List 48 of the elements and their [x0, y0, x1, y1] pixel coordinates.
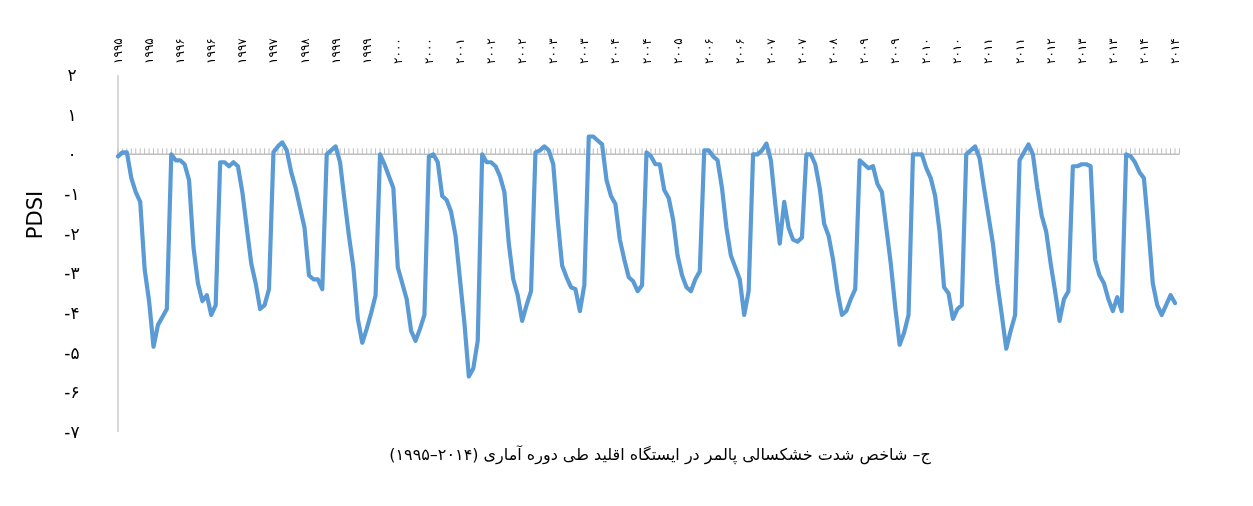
y-tick-label: -۳ — [64, 263, 80, 284]
line-series — [115, 134, 1178, 379]
x-tick-label: ۲۰۰۴ — [639, 38, 654, 64]
y-tick-label: -۴ — [64, 303, 80, 323]
x-tick-label: ۲۰۱۰ — [950, 38, 965, 64]
x-tick-label: ۱۹۹۶ — [204, 38, 219, 64]
x-tick-label: ۱۹۹۹ — [359, 38, 374, 64]
x-tick-label: ۲۰۱۱ — [981, 38, 996, 64]
x-tick-label: ۲۰۱۱ — [1012, 38, 1027, 64]
x-tick-label: ۲۰۰۱ — [452, 38, 467, 64]
x-tick-label: ۲۰۱۳ — [1074, 37, 1089, 64]
x-tick-label: ۲۰۰۲ — [484, 38, 499, 64]
x-tick-label: ۲۰۱۴ — [1136, 38, 1151, 64]
y-tick-label: ۲ — [67, 65, 77, 85]
x-tick-label: ۲۰۰۰ — [421, 38, 436, 64]
x-tick-label: ۱۹۹۵ — [142, 38, 157, 64]
x-tick-label: ۲۰۰۴ — [608, 38, 623, 64]
x-tick-label: ۱۹۹۷ — [235, 37, 250, 64]
x-tick-label: ۲۰۱۴ — [1168, 38, 1182, 64]
x-tick-label: ۲۰۰۸ — [826, 37, 841, 64]
x-tick-label: ۲۰۱۲ — [1043, 38, 1058, 64]
x-tick-label: ۲۰۰۷ — [763, 37, 778, 64]
y-tick-label: ۰ — [67, 144, 77, 165]
x-tick-label: ۲۰۰۵ — [670, 38, 685, 64]
text: ج– شاخص شدت خشکسالی پالمر در ایستگاه اقلید طی دوره آماری (۲۰۱۴–۱۹۹۵) — [389, 445, 932, 465]
x-tick-label: ۲۰۰۳ — [577, 37, 592, 64]
x-tick-label: ۱۹۹۶ — [173, 38, 188, 64]
y-tick-label: ۱ — [67, 104, 77, 125]
x-tick-label: ۱۹۹۷ — [266, 37, 281, 64]
x-tick-label: ۱۹۹۸ — [297, 37, 312, 64]
x-tick-label: ۲۰۱۰ — [919, 38, 934, 64]
y-tick-label: -۶ — [64, 382, 80, 403]
y-tick-label: -۲ — [64, 223, 80, 244]
x-tick-label: ۲۰۰۹ — [857, 38, 872, 64]
x-tick-label: ۲۰۰۳ — [546, 37, 561, 64]
y-axis-title: PDSI — [23, 190, 47, 240]
x-tick-label: ۲۰۰۲ — [515, 38, 530, 64]
y-tick-label: -۷ — [64, 422, 80, 442]
x-tick-label: ۲۰۰۶ — [732, 38, 747, 64]
x-tick-label: ۲۰۰۰ — [390, 38, 405, 64]
y-tick-label: -۱ — [64, 184, 80, 204]
x-tick-label: ۲۰۰۹ — [888, 38, 903, 64]
x-tick-label: ۲۰۰۷ — [794, 37, 809, 64]
x-tick-label: ۲۰۱۳ — [1105, 37, 1120, 64]
x-tick-label: ۱۹۹۹ — [328, 38, 343, 64]
x-tick-label: ۱۹۹۵ — [111, 38, 125, 64]
y-tick-label: -۵ — [64, 342, 80, 363]
x-tick-label: ۲۰۰۶ — [701, 38, 716, 64]
